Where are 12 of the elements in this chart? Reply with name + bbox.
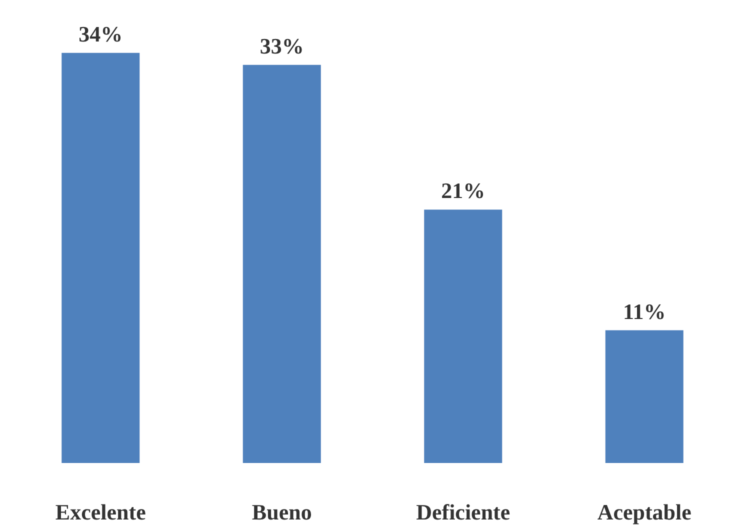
x-tick-label: Aceptable	[597, 500, 692, 524]
data-label: 11%	[622, 298, 666, 324]
x-tick-label: Bueno	[252, 500, 312, 524]
data-label: 34%	[78, 21, 123, 46]
bar	[424, 210, 502, 463]
x-tick-label: Deficiente	[416, 500, 510, 524]
bar	[242, 64, 321, 463]
bar	[62, 52, 140, 463]
bar	[605, 330, 684, 463]
data-label: 21%	[441, 178, 486, 204]
data-label: 33%	[260, 33, 304, 58]
x-tick-label: Excelente	[55, 500, 146, 524]
